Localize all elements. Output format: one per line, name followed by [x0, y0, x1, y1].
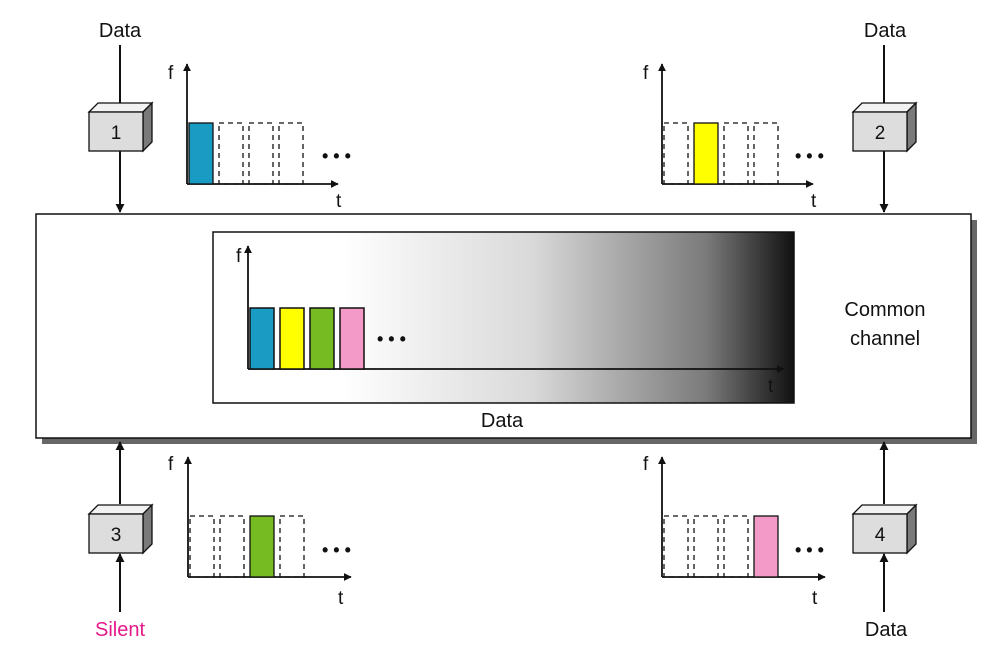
- station-2-box: 2: [851, 101, 918, 153]
- station-2-graph: f t • • •: [643, 63, 824, 212]
- station-3-t-label: t: [338, 588, 344, 609]
- channel-slot-2: [279, 307, 305, 370]
- channel-ellipsis: • • •: [377, 329, 406, 349]
- station-1-slot-1: [188, 122, 214, 185]
- station-4-t-label: t: [812, 588, 818, 609]
- station-2-slot-1: [663, 122, 689, 185]
- station-2-f-label: f: [643, 63, 649, 84]
- station-4-slot-3: [723, 515, 749, 578]
- station-3-label: 3: [111, 525, 122, 546]
- channel-label-line2: channel: [850, 328, 920, 350]
- station-2-ellipsis: • • •: [795, 146, 824, 166]
- channel-t-label: t: [768, 376, 774, 397]
- station-3-io-label: Silent: [95, 619, 145, 641]
- channel-f-label: f: [236, 246, 242, 267]
- station-1-box: 1: [87, 101, 154, 153]
- station-3-f-label: f: [168, 454, 174, 475]
- station-1-slot-2: [218, 122, 244, 185]
- channel-slot-3: [309, 307, 335, 370]
- station-3-slot-1: [189, 515, 215, 578]
- station-2-io-label: Data: [864, 20, 907, 42]
- common-channel: f t • • • Common channel Data: [35, 213, 977, 444]
- station-3-slot-3: [249, 515, 275, 578]
- station-4-slot-4: [753, 515, 779, 578]
- station-3-slot-2: [219, 515, 245, 578]
- station-3-slot-4: [279, 515, 305, 578]
- station-2-slot-2: [693, 122, 719, 185]
- station-1-f-label: f: [168, 63, 174, 84]
- station-3: 3 Silent f t • • •: [87, 441, 352, 641]
- station-1-slot-4: [278, 122, 304, 185]
- channel-label-line1: Common: [844, 299, 925, 321]
- station-1-t-label: t: [336, 191, 342, 212]
- station-1: Data 1 f t • • •: [87, 20, 351, 213]
- station-4-slot-1: [663, 515, 689, 578]
- station-4-graph: f t • • •: [643, 454, 826, 609]
- station-2: Data 2 f t • • •: [643, 20, 918, 213]
- station-1-slot-3: [248, 122, 274, 185]
- station-2-slot-4: [753, 122, 779, 185]
- station-1-ellipsis: • • •: [322, 146, 351, 166]
- channel-slot-4: [339, 307, 365, 370]
- station-1-graph: f t • • •: [168, 63, 351, 212]
- station-4-slot-2: [693, 515, 719, 578]
- station-2-slot-3: [723, 122, 749, 185]
- station-4-label: 4: [875, 525, 886, 546]
- channel-slot-1: [249, 307, 275, 370]
- station-3-graph: f t • • •: [168, 454, 352, 609]
- station-4: 4 Data f t • • •: [643, 441, 918, 641]
- station-4-box: 4: [851, 503, 918, 555]
- station-3-box: 3: [87, 503, 154, 555]
- station-2-label: 2: [875, 123, 886, 144]
- channel-data-label: Data: [481, 410, 524, 432]
- station-2-t-label: t: [811, 191, 817, 212]
- station-3-ellipsis: • • •: [322, 540, 351, 560]
- station-1-label: 1: [111, 123, 122, 144]
- station-4-io-label: Data: [865, 619, 908, 641]
- station-4-ellipsis: • • •: [795, 540, 824, 560]
- station-1-io-label: Data: [99, 20, 142, 42]
- station-4-f-label: f: [643, 454, 649, 475]
